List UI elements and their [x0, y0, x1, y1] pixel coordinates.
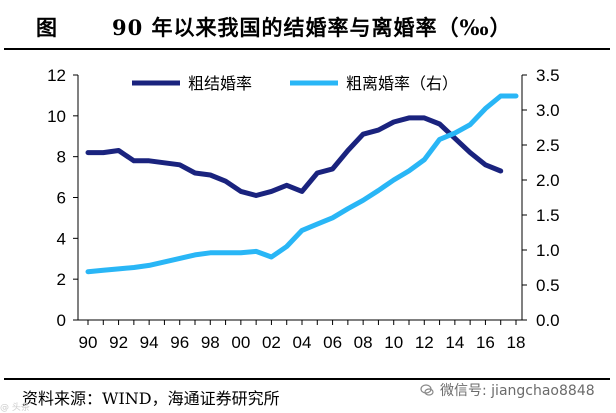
- x-tick-label: 08: [354, 333, 373, 352]
- x-tick-label: 92: [109, 333, 128, 352]
- y-left-tick-label: 12: [47, 66, 66, 85]
- y-right-tick-label: 0.0: [536, 311, 560, 330]
- y-right-tick-label: 3.5: [536, 66, 560, 85]
- x-tick-label: 16: [476, 333, 495, 352]
- x-tick-label: 14: [445, 333, 464, 352]
- title-bar: 图 90 年以来我国的结婚率与离婚率（‰）: [0, 0, 616, 52]
- corner-stamp: @ 头条: [0, 403, 30, 413]
- y-right-tick-label: 1.5: [536, 206, 560, 225]
- y-left-tick-label: 8: [57, 148, 66, 167]
- legend: 粗结婚率 粗离婚率（右）: [132, 74, 458, 93]
- chart-title: 90 年以来我国的结婚率与离婚率（‰）: [112, 15, 512, 40]
- x-tick-label: 04: [293, 333, 312, 352]
- x-tick-label: 98: [201, 333, 220, 352]
- wechat-icon: [420, 384, 434, 396]
- x-tick-label: 96: [170, 333, 189, 352]
- legend-label-1: 粗结婚率: [188, 74, 252, 93]
- y-left-tick-label: 0: [57, 311, 66, 330]
- y-right-tick-label: 0.5: [536, 276, 560, 295]
- x-tick-label: 12: [415, 333, 434, 352]
- y-right-tick-label: 2.0: [536, 171, 560, 190]
- x-tick-label: 06: [323, 333, 342, 352]
- x-tick-label: 02: [262, 333, 281, 352]
- x-tick-label: 94: [140, 333, 159, 352]
- source-note: 资料来源：WIND，海通证券研究所: [22, 389, 280, 408]
- divorce-rate-line: [85, 93, 519, 275]
- x-tick-label: 18: [507, 333, 526, 352]
- x-tick-label: 10: [384, 333, 403, 352]
- watermark: 微信号: jiangchao8848: [420, 380, 595, 400]
- marriage-rate-line: [85, 115, 504, 198]
- watermark-text: 微信号: jiangchao8848: [440, 383, 595, 399]
- bottom-rule: [4, 378, 610, 380]
- y-right-tick-label: 2.5: [536, 136, 560, 155]
- x-tick-label: 90: [79, 333, 98, 352]
- top-rule: [4, 48, 610, 50]
- y-left-tick-label: 6: [57, 189, 66, 208]
- y-right-tick-label: 1.0: [536, 241, 560, 260]
- figure-label: 图: [36, 15, 57, 40]
- legend-label-2: 粗离婚率（右）: [346, 74, 458, 93]
- y-right-tick-label: 3.0: [536, 101, 560, 120]
- series-lines: [85, 93, 519, 275]
- y-left-tick-label: 4: [57, 229, 66, 248]
- y-left-tick-label: 10: [47, 107, 66, 126]
- y-left-tick-label: 2: [57, 270, 66, 289]
- x-tick-label: 00: [231, 333, 250, 352]
